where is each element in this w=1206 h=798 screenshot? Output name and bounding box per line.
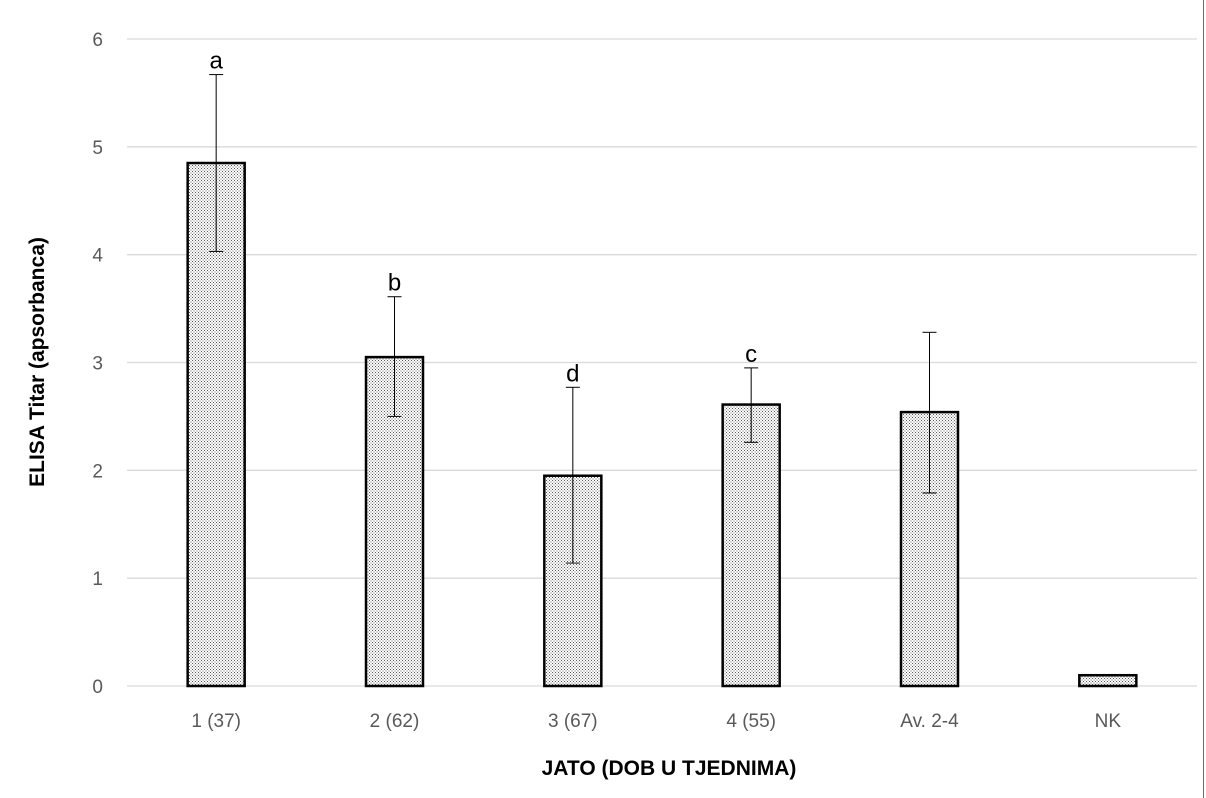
x-tick-label: 1 (37)	[191, 711, 241, 732]
y-tick-label: 2	[92, 461, 103, 482]
y-tick-label: 6	[92, 30, 103, 51]
gridlines	[127, 39, 1197, 686]
x-tick-label: NK	[1095, 711, 1122, 732]
x-tick-label: 3 (67)	[548, 711, 598, 732]
significance-label: b	[388, 270, 401, 297]
bars	[188, 163, 1137, 686]
bar	[1079, 675, 1136, 686]
y-tick-label: 3	[92, 354, 103, 375]
y-axis-title: ELISA Titar (apsorbanca)	[26, 237, 49, 487]
y-tick-label: 1	[92, 569, 103, 590]
x-tick-label: 2 (62)	[370, 711, 420, 732]
y-tick-label: 4	[92, 246, 103, 267]
x-tick-label: Av. 2-4	[900, 711, 959, 732]
x-axis-ticks: 1 (37) 2 (62) 3 (67) 4 (55) Av. 2-4 NK	[191, 711, 1121, 732]
significance-labels: a b d c	[209, 48, 757, 388]
y-axis-ticks: 0 1 2 3 4 5 6	[92, 30, 103, 698]
frame-border-right	[1203, 0, 1204, 798]
error-bars	[209, 75, 936, 563]
significance-label: d	[566, 360, 579, 387]
x-axis-title: JATO (DOB U TJEDNIMA)	[542, 757, 797, 780]
significance-label: c	[745, 341, 757, 368]
bar	[723, 405, 780, 686]
x-tick-label: 4 (55)	[726, 711, 776, 732]
y-tick-label: 0	[92, 677, 103, 698]
y-tick-label: 5	[92, 138, 103, 159]
significance-label: a	[209, 48, 223, 75]
